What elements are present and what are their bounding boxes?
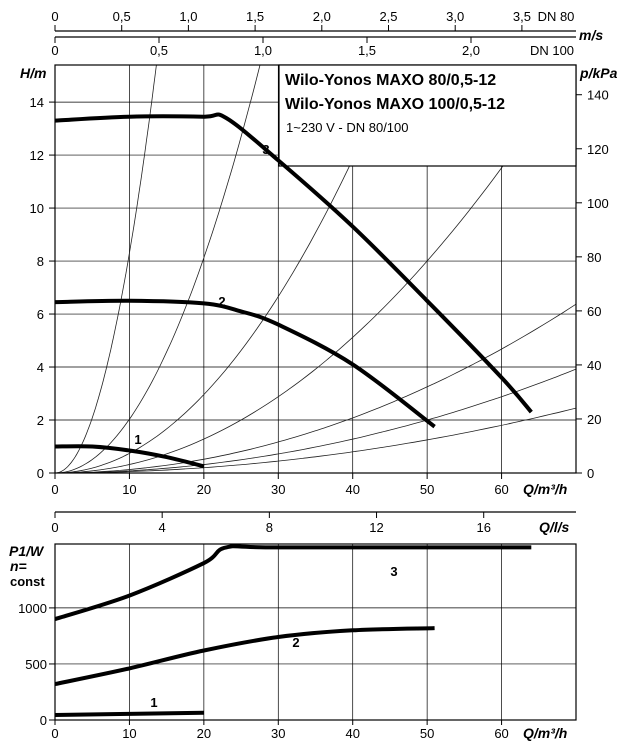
flow-ls-tick-label: 4 bbox=[159, 520, 166, 535]
system-curve bbox=[55, 65, 395, 473]
head-x-tick-label: 0 bbox=[51, 482, 58, 497]
system-curve bbox=[55, 368, 576, 473]
head-y-tick-label: 4 bbox=[37, 360, 44, 375]
head-y-tick-label: 8 bbox=[37, 254, 44, 269]
flow-ls-tick-label: 12 bbox=[369, 520, 383, 535]
system-curve bbox=[55, 303, 576, 473]
velocity-axis-label: m/s bbox=[579, 27, 603, 43]
velocity-dn100-unit: DN 100 bbox=[530, 43, 574, 58]
velocity-dn80-tick-label: 1,5 bbox=[246, 9, 264, 24]
pump-curve-1 bbox=[54, 444, 205, 469]
power-curve-3 bbox=[54, 544, 532, 622]
velocity-dn80-tick-label: 3,5 bbox=[513, 9, 531, 24]
pump-curve-label-1: 1 bbox=[134, 432, 141, 447]
velocity-dn80-tick-label: 3,0 bbox=[446, 9, 464, 24]
power-curve-label-3: 3 bbox=[390, 564, 397, 579]
power-x-tick-label: 50 bbox=[420, 726, 434, 741]
system-curve bbox=[55, 65, 261, 473]
power-x-tick-label: 10 bbox=[122, 726, 136, 741]
head-x-tick-label: 30 bbox=[271, 482, 285, 497]
velocity-dn100-tick-label: 1,0 bbox=[254, 43, 272, 58]
pressure-y-tick-label: 80 bbox=[587, 250, 601, 265]
power-curve-2 bbox=[54, 626, 435, 687]
pump-curve-3 bbox=[54, 112, 533, 414]
power-curve-1 bbox=[54, 710, 204, 717]
power-curve-label-1: 1 bbox=[150, 695, 157, 710]
title-line-2: Wilo-Yonos MAXO 100/0,5-12 bbox=[285, 96, 505, 113]
power-x-tick-label: 60 bbox=[494, 726, 508, 741]
head-y-axis-label: H/m bbox=[20, 65, 46, 81]
velocity-dn100-tick-label: 0,5 bbox=[150, 43, 168, 58]
head-y-tick-label: 14 bbox=[30, 95, 44, 110]
flow-ls-tick-label: 0 bbox=[51, 520, 58, 535]
pressure-y-tick-label: 0 bbox=[587, 466, 594, 481]
power-y-tick-label: 0 bbox=[40, 713, 47, 728]
head-chart: 12302468101214H/m020406080100120140p/kPa… bbox=[20, 64, 618, 497]
velocity-dn80-tick-label: 2,5 bbox=[379, 9, 397, 24]
pressure-y-tick-label: 40 bbox=[587, 358, 601, 373]
flow-ls-axis: 0 4 8 12 16 Q/l/s bbox=[51, 511, 576, 535]
head-x-tick-label: 10 bbox=[122, 482, 136, 497]
system-curve bbox=[55, 65, 572, 473]
head-y-tick-label: 6 bbox=[37, 307, 44, 322]
power-x-tick-label: 30 bbox=[271, 726, 285, 741]
pressure-y-axis-label: p/kPa bbox=[579, 65, 618, 81]
power-x-tick-label: 40 bbox=[345, 726, 359, 741]
pressure-y-tick-label: 100 bbox=[587, 196, 609, 211]
flow-ls-tick-label: 16 bbox=[476, 520, 490, 535]
head-x-tick-label: 20 bbox=[197, 482, 211, 497]
head-y-tick-label: 0 bbox=[37, 466, 44, 481]
power-x-axis-label: Q/m³/h bbox=[523, 725, 567, 741]
power-curve-label-2: 2 bbox=[292, 635, 299, 650]
power-y-axis-label-n: n= bbox=[10, 558, 27, 574]
pump-curve-label-3: 3 bbox=[262, 142, 269, 157]
head-x-tick-label: 50 bbox=[420, 482, 434, 497]
velocity-dn80-tick-label: 1,0 bbox=[179, 9, 197, 24]
head-x-tick-label: 60 bbox=[494, 482, 508, 497]
head-x-axis-label: Q/m³/h bbox=[523, 481, 567, 497]
velocity-dn80-tick-label: 2,0 bbox=[313, 9, 331, 24]
pump-curve-label-2: 2 bbox=[218, 294, 225, 309]
head-y-tick-label: 2 bbox=[37, 413, 44, 428]
title-line-1: Wilo-Yonos MAXO 80/0,5-12 bbox=[285, 72, 496, 89]
velocity-dn100-tick-label: 1,5 bbox=[358, 43, 376, 58]
flow-ls-axis-label: Q/l/s bbox=[539, 519, 570, 535]
head-x-tick-label: 40 bbox=[345, 482, 359, 497]
power-y-tick-label: 500 bbox=[25, 657, 47, 672]
power-chart-frame bbox=[54, 543, 577, 721]
pressure-y-tick-label: 60 bbox=[587, 304, 601, 319]
power-y-axis-label: P1/W bbox=[9, 543, 45, 559]
velocity-dn80-unit: DN 80 bbox=[538, 9, 575, 24]
velocity-dn80-tick-label: 0,5 bbox=[113, 9, 131, 24]
power-x-tick-label: 0 bbox=[51, 726, 58, 741]
power-y-tick-label: 1000 bbox=[18, 601, 47, 616]
title-box bbox=[278, 64, 577, 167]
head-y-tick-label: 10 bbox=[30, 201, 44, 216]
title-line-3: 1~230 V - DN 80/100 bbox=[286, 120, 409, 135]
head-y-tick-label: 12 bbox=[30, 148, 44, 163]
velocity-dn80-tick-label: 0 bbox=[51, 9, 58, 24]
pressure-y-tick-label: 140 bbox=[587, 88, 609, 103]
pressure-y-tick-label: 20 bbox=[587, 412, 601, 427]
velocity-axes: 0 0,5 1,0 1,5 2,0 2,5 3,0 3,5 DN 80 m/s 0 0,5 1,0 1,5… bbox=[51, 9, 603, 58]
system-curve bbox=[55, 65, 157, 473]
velocity-dn100-tick-label: 2,0 bbox=[462, 43, 480, 58]
pump-curve-2 bbox=[54, 298, 436, 429]
power-x-tick-label: 20 bbox=[197, 726, 211, 741]
velocity-dn100-tick-label: 0 bbox=[51, 43, 58, 58]
power-y-axis-label-const: const bbox=[10, 574, 45, 589]
pressure-y-tick-label: 120 bbox=[587, 142, 609, 157]
flow-ls-tick-label: 8 bbox=[266, 520, 273, 535]
system-curve bbox=[55, 407, 576, 473]
